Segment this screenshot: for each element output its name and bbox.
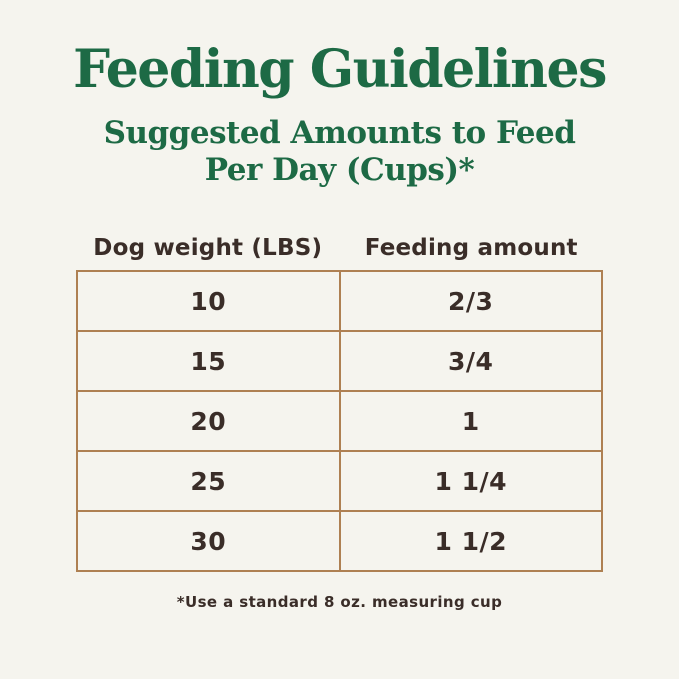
- subtitle-line-2: Per Day (Cups)*: [204, 152, 475, 189]
- column-header-dog-weight: Dog weight (LBS): [93, 235, 323, 262]
- feeding-amount-cell: 1 1/2: [338, 510, 603, 573]
- feeding-amount-cell: 1 1/4: [338, 450, 603, 513]
- dog-weight-cell: 15: [76, 330, 341, 393]
- dog-weight-cell: 30: [76, 510, 341, 573]
- column-header-feeding-amount: Feeding amount: [364, 235, 578, 262]
- dog-weight-cell: 10: [76, 270, 341, 333]
- table-row: 25 1 1/4: [76, 450, 603, 513]
- footnote: *Use a standard 8 oz. measuring cup: [176, 593, 503, 612]
- page-subtitle: Suggested Amounts to Feed Per Day (Cups)…: [0, 115, 679, 189]
- page-title: Feeding Guidelines: [73, 39, 607, 100]
- feeding-table-body: 10 2/3 15 3/4 20 1 25 1 1/4 30 1 1/2: [76, 270, 603, 573]
- table-row: 15 3/4: [76, 330, 603, 393]
- feeding-amount-cell: 2/3: [338, 270, 603, 333]
- table-row: 10 2/3: [76, 270, 603, 333]
- dog-weight-cell: 25: [76, 450, 341, 513]
- table-row: 30 1 1/2: [76, 510, 603, 573]
- feeding-amount-cell: 3/4: [338, 330, 603, 393]
- feeding-table: 10 2/3 15 3/4 20 1 25 1 1/4 30 1 1/2: [76, 270, 603, 573]
- dog-weight-cell: 20: [76, 390, 341, 453]
- feeding-amount-cell: 1: [338, 390, 603, 453]
- table-column-headers: Dog weight (LBS) Feeding amount: [76, 235, 603, 270]
- table-row: 20 1: [76, 390, 603, 453]
- subtitle-line-1: Suggested Amounts to Feed: [103, 115, 576, 152]
